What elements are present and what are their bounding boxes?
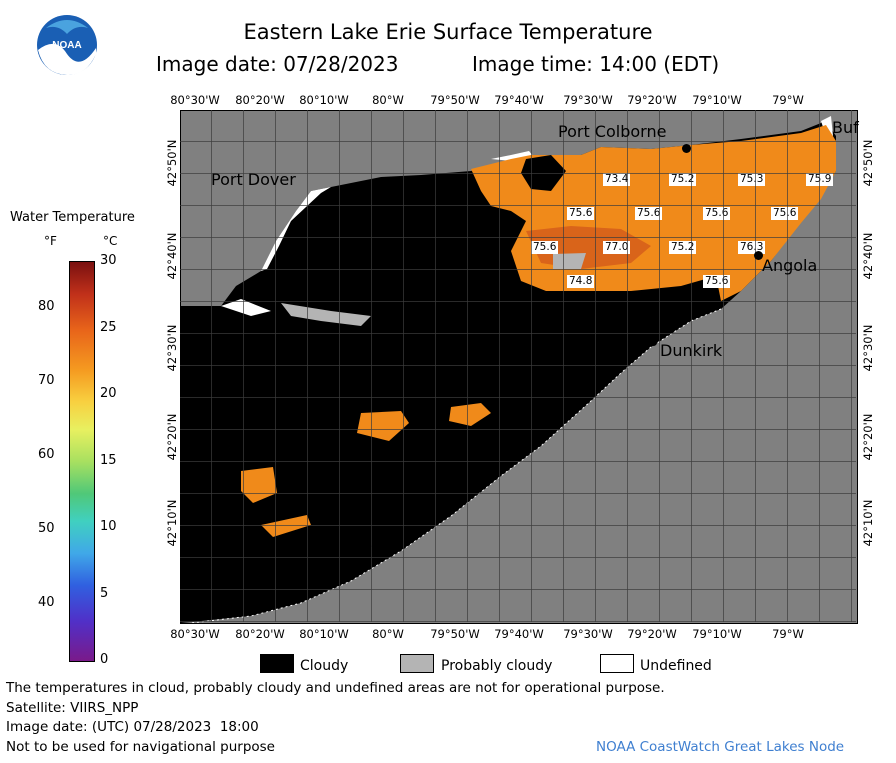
colorbar-c-tick: 15 — [100, 452, 117, 468]
legend-cloudy-swatch — [260, 654, 294, 673]
temperature-label: 75.6 — [771, 207, 799, 220]
colorbar-c-tick: 25 — [100, 319, 117, 335]
latitude-label: 42°40'N — [165, 232, 179, 280]
latitude-label: 42°50'N — [861, 139, 875, 187]
place-angola: Angola — [762, 256, 818, 275]
place-buffalo-partial: Buf — [832, 118, 859, 137]
temperature-label: 75.3 — [738, 173, 766, 186]
temperature-label: 75.2 — [669, 241, 697, 254]
footer-satellite: Satellite: VIIRS_NPP — [6, 700, 139, 716]
colorbar-c-ticks: 30 25 20 15 10 5 0 — [100, 0, 130, 763]
place-port-colborne: Port Colborne — [558, 122, 667, 141]
colorbar-c-tick: 5 — [100, 585, 109, 601]
footer-utc-date: Image date: (UTC) 07/28/2023 18:00 — [6, 719, 259, 735]
longitude-label: 79°W — [772, 627, 804, 641]
colorbar-f-ticks: 80 70 60 50 40 — [36, 0, 66, 763]
latitude-label: 42°20'N — [165, 413, 179, 461]
latitude-label: 42°50'N — [165, 139, 179, 187]
longitude-label: 80°30'W — [170, 93, 220, 107]
longitude-label: 80°20'W — [235, 93, 285, 107]
longitude-label: 79°30'W — [563, 627, 613, 641]
colorbar-c-tick: 10 — [100, 519, 117, 534]
colorbar-f-tick: 40 — [38, 595, 55, 610]
footer-nav-warning: Not to be used for navigational purpose — [6, 739, 275, 755]
legend-undefined-swatch — [600, 654, 634, 673]
place-dot-port-colborne — [682, 144, 691, 153]
colorbar-unit-c: °C — [103, 234, 118, 248]
colorbar-title: Water Temperature — [10, 210, 135, 225]
longitude-label: 80°10'W — [299, 627, 349, 641]
image-time: Image time: 14:00 (EDT) — [472, 52, 720, 76]
temperature-label: 74.8 — [567, 275, 595, 288]
footer-credit: NOAA CoastWatch Great Lakes Node — [596, 739, 845, 755]
temperature-label: 75.6 — [703, 207, 731, 220]
longitude-label: 79°20'W — [627, 93, 677, 107]
longitude-label: 79°10'W — [692, 627, 742, 641]
place-dot-dunkirk — [650, 339, 657, 346]
place-dunkirk: Dunkirk — [660, 341, 723, 360]
colorbar-f-tick: 80 — [38, 299, 55, 314]
legend-probably-cloudy-label: Probably cloudy — [441, 658, 553, 674]
latitude-label: 42°20'N — [861, 413, 875, 461]
longitude-label: 80°30'W — [170, 627, 220, 641]
colorbar-gradient — [69, 261, 95, 662]
longitude-label: 79°20'W — [627, 627, 677, 641]
colorbar-f-tick: 50 — [38, 521, 55, 536]
colorbar-c-tick: 20 — [100, 386, 117, 401]
temperature-label: 75.6 — [567, 207, 595, 220]
latitude-label: 42°30'N — [165, 324, 179, 372]
longitude-label: 80°W — [372, 627, 404, 641]
place-dot-erie — [354, 527, 363, 536]
longitude-label: 80°10'W — [299, 93, 349, 107]
longitude-label: 79°40'W — [494, 93, 544, 107]
latitude-label: 42°30'N — [861, 324, 875, 372]
colorbar-c-tick: 0 — [100, 652, 109, 667]
longitude-label: 80°20'W — [235, 627, 285, 641]
temperature-label: 75.6 — [635, 207, 663, 220]
longitude-label: 79°50'W — [430, 627, 480, 641]
colorbar-unit-f: °F — [44, 234, 57, 248]
logo-text: NOAA — [52, 40, 81, 51]
temperature-label: 75.6 — [703, 275, 731, 288]
longitude-label: 79°30'W — [563, 93, 613, 107]
place-erie: Erie — [362, 532, 393, 551]
latitude-label: 42°10'N — [165, 499, 179, 547]
noaa-logo: NOAA — [36, 14, 98, 76]
latitude-label: 42°40'N — [861, 232, 875, 280]
footer-disclaimer: The temperatures in cloud, probably clou… — [6, 680, 665, 696]
colorbar-f-tick: 70 — [38, 373, 55, 388]
legend-probably-cloudy-swatch — [400, 654, 434, 673]
temperature-label: 77.0 — [603, 241, 631, 254]
longitude-label: 79°10'W — [692, 93, 742, 107]
temperature-label: 73.4 — [603, 173, 631, 186]
longitude-label: 79°50'W — [430, 93, 480, 107]
latitude-label: 42°10'N — [861, 499, 875, 547]
place-port-dover: Port Dover — [211, 170, 296, 189]
temperature-label: 75.6 — [531, 241, 559, 254]
colorbar-f-tick: 60 — [38, 447, 55, 462]
longitude-label: 79°40'W — [494, 627, 544, 641]
longitude-label: 80°W — [372, 93, 404, 107]
image-date: Image date: 07/28/2023 — [156, 52, 399, 76]
temperature-label: 75.2 — [669, 173, 697, 186]
longitude-label: 79°W — [772, 93, 804, 107]
place-dot-angola — [754, 251, 763, 260]
legend-cloudy-label: Cloudy — [300, 658, 349, 674]
legend-undefined-label: Undefined — [640, 658, 712, 674]
temperature-label: 75.9 — [806, 173, 834, 186]
map-title: Eastern Lake Erie Surface Temperature — [243, 20, 653, 44]
colorbar-c-tick: 30 — [100, 253, 117, 268]
